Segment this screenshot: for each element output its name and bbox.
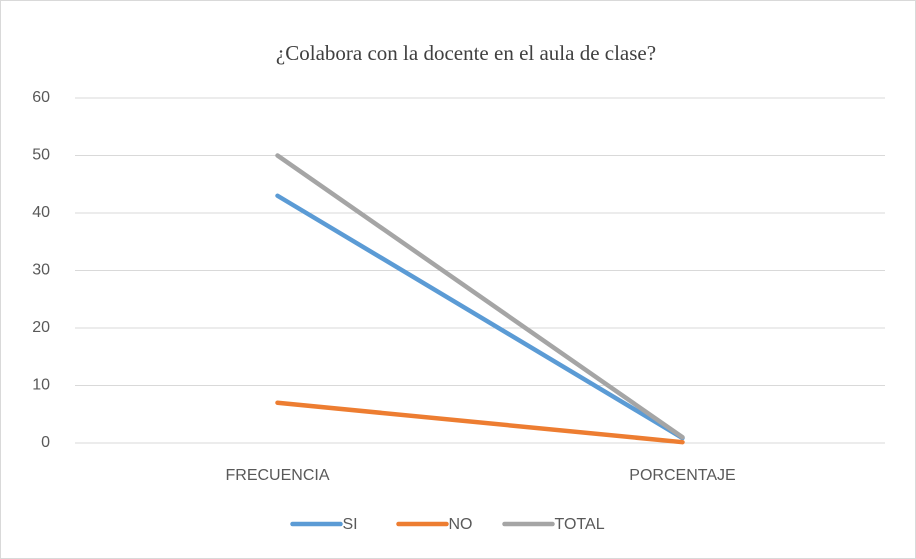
x-tick-label: PORCENTAJE xyxy=(629,467,735,484)
series-line xyxy=(275,193,685,441)
y-tick-label: 50 xyxy=(32,147,50,164)
legend-label: TOTAL xyxy=(555,516,605,533)
legend-label: NO xyxy=(449,516,473,533)
series-line xyxy=(275,153,685,440)
chart-title: ¿Colabora con la docente en el aula de c… xyxy=(276,41,656,65)
legend-label: SI xyxy=(343,516,358,533)
y-tick-label: 60 xyxy=(32,89,50,106)
y-tick-label: 0 xyxy=(41,434,50,451)
y-tick-label: 40 xyxy=(32,204,50,221)
series-line xyxy=(275,400,685,445)
y-tick-label: 20 xyxy=(32,319,50,336)
x-tick-label: FRECUENCIA xyxy=(225,467,329,484)
y-tick-label: 30 xyxy=(32,262,50,279)
y-tick-label: 10 xyxy=(32,377,50,394)
